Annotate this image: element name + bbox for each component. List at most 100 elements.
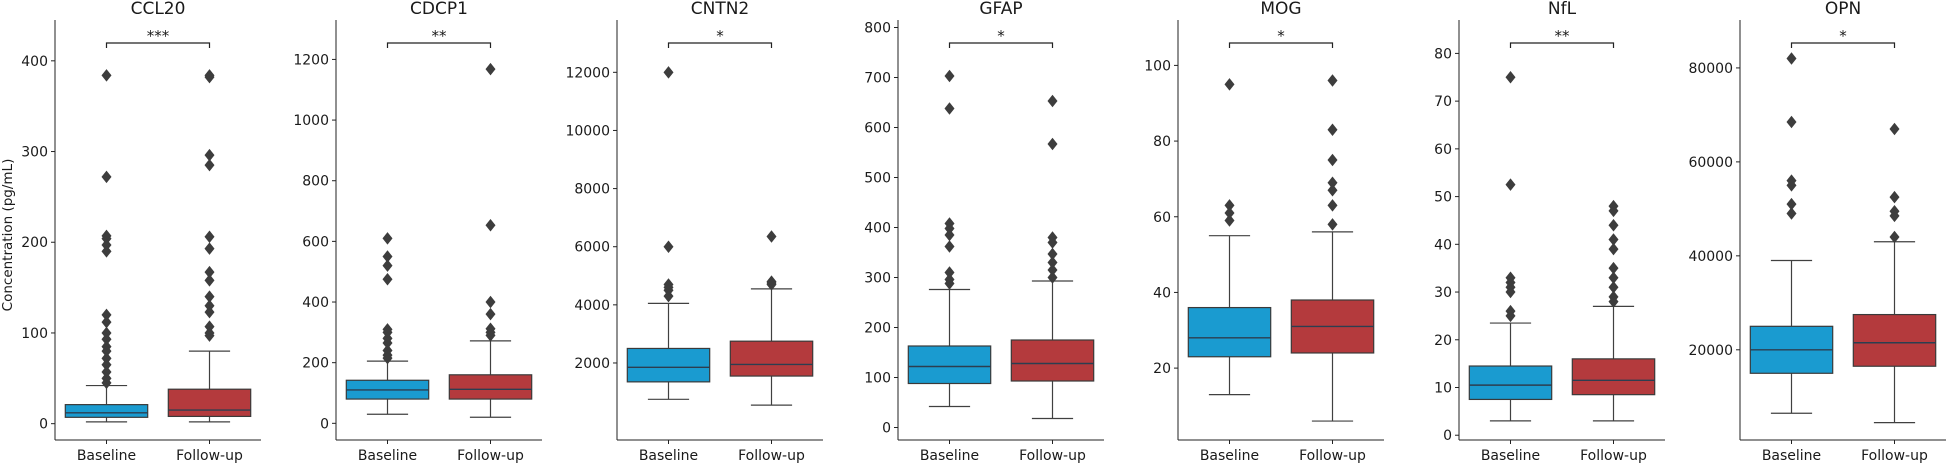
y-tick-label: 600 [302, 234, 329, 250]
box-baseline [1749, 52, 1834, 414]
outlier-point [1327, 184, 1338, 197]
y-tick-label: 4000 [574, 298, 610, 314]
box-follow-up [448, 62, 533, 418]
box-follow-up [167, 69, 252, 423]
panel-nfl: NfL 0 10 20 30 40 50 60 70 80 Baseline Follow-up ** [1434, 0, 1665, 464]
outlier-point [382, 232, 393, 245]
outlier-point [1224, 199, 1235, 212]
outlier-point [101, 69, 112, 82]
significance-bracket [1509, 42, 1615, 48]
significance-label: * [716, 27, 724, 45]
y-tick-label: 100 [21, 326, 48, 342]
x-tick-label: Follow-up [457, 448, 524, 464]
outlier-point [1608, 204, 1619, 218]
y-tick-label: 0 [39, 417, 48, 433]
outlier-point [1608, 295, 1619, 308]
y-tick-label: 300 [864, 271, 891, 287]
x-tick-label: Baseline [358, 448, 417, 464]
outlier-point [1889, 209, 1900, 223]
x-tick-label: Baseline [1481, 448, 1540, 464]
outlier-point [1608, 233, 1619, 246]
outlier-point [1786, 207, 1797, 220]
outlier-point [204, 70, 215, 84]
outlier-point [1608, 242, 1619, 256]
outlier-point [101, 333, 112, 346]
outlier-point [1608, 271, 1619, 284]
outlier-point [382, 351, 393, 365]
y-tick-label: 400 [864, 221, 891, 237]
outlier-point [101, 365, 112, 379]
box-baseline [907, 69, 992, 408]
outlier-point [1608, 218, 1619, 232]
y-tick-label: 100 [864, 371, 891, 387]
y-tick-label: 10 [1434, 381, 1452, 397]
box-baseline [64, 69, 149, 423]
outlier-point [1327, 199, 1338, 212]
outlier-point [944, 266, 955, 279]
y-tick-label: 0 [320, 416, 329, 432]
x-tick-label: Follow-up [738, 448, 805, 464]
outlier-point [1608, 261, 1619, 275]
box-follow-up [1571, 199, 1656, 422]
y-tick-label: 50 [1434, 190, 1452, 206]
y-tick-label: 80 [1434, 46, 1452, 62]
outlier-point [1047, 263, 1058, 277]
outlier-point [101, 308, 112, 322]
box-baseline [1468, 71, 1553, 422]
outlier-point [1786, 52, 1797, 65]
x-tick-label: Baseline [77, 448, 136, 464]
y-tick-label: 500 [864, 171, 891, 187]
outlier-point [204, 299, 215, 312]
outlier-point [204, 158, 215, 172]
y-tick-label: 400 [21, 54, 48, 70]
y-tick-label: 2000 [574, 356, 610, 372]
outlier-point [1505, 71, 1516, 84]
outlier-point [1047, 247, 1058, 261]
outlier-point [766, 278, 777, 291]
panel-title: NfL [1548, 0, 1577, 19]
outlier-point [944, 277, 955, 290]
outlier-point [101, 358, 112, 371]
x-tick-label: Follow-up [176, 448, 243, 464]
y-tick-label: 800 [302, 174, 329, 190]
y-tick-label: 300 [21, 145, 48, 161]
iqr-box [907, 345, 992, 385]
panel-mog: MOG 20 40 60 80 100 Baseline Follow-up * [1144, 0, 1384, 464]
y-tick-label: 60 [1434, 142, 1452, 158]
y-tick-label: 700 [864, 71, 891, 87]
outlier-point [1327, 74, 1338, 87]
significance-label: ** [1555, 27, 1571, 45]
outlier-point [1047, 271, 1058, 284]
iqr-box [1852, 313, 1937, 367]
y-tick-label: 60 [1153, 210, 1171, 226]
iqr-box [1187, 306, 1272, 358]
outlier-point [204, 329, 215, 342]
outlier-point [1047, 236, 1058, 249]
outlier-point [485, 62, 496, 76]
outlier-point [766, 230, 777, 243]
outlier-point [101, 315, 112, 329]
y-tick-label: 20000 [1688, 343, 1733, 359]
significance-label: * [997, 27, 1005, 45]
outlier-point [1889, 230, 1900, 244]
box-follow-up [729, 230, 814, 406]
outlier-point [1327, 123, 1338, 136]
y-tick-label: 400 [302, 295, 329, 311]
outlier-point [1047, 256, 1058, 269]
iqr-box [167, 388, 252, 418]
box-baseline [626, 66, 711, 400]
outlier-point [485, 219, 496, 232]
x-tick-label: Follow-up [1580, 448, 1647, 464]
y-axis-label: Concentration (pg/mL) [0, 159, 16, 312]
significance-label: * [1839, 27, 1847, 45]
x-tick-label: Baseline [920, 448, 979, 464]
panel-title: CDCP1 [410, 0, 468, 19]
y-tick-label: 100 [1144, 58, 1171, 74]
outlier-point [1327, 176, 1338, 189]
outlier-point [382, 336, 393, 350]
outlier-point [1505, 285, 1516, 299]
outlier-point [485, 329, 496, 342]
y-tick-label: 1200 [293, 52, 329, 68]
y-tick-label: 10000 [565, 123, 610, 139]
outlier-point [204, 274, 215, 287]
